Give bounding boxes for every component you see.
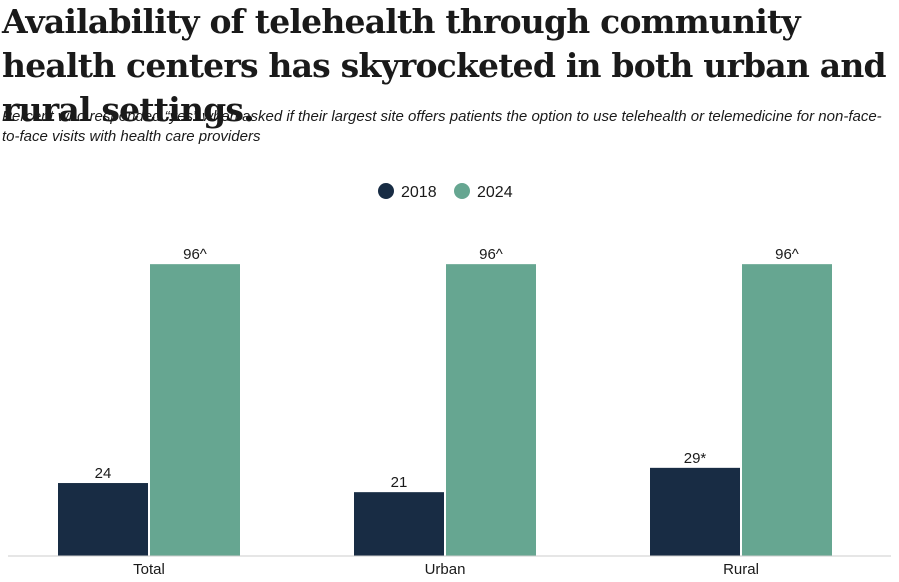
bar-total-2024 (150, 264, 240, 556)
data-label-urban-2024: 96^ (479, 246, 503, 263)
legend: 2018 2024 (378, 183, 513, 201)
chart-subtitle: Percent who responded “yes” when asked i… (2, 108, 882, 145)
bar-urban-2018 (354, 492, 444, 556)
legend-swatch-2024 (454, 183, 470, 199)
bar-total-2018 (58, 483, 148, 556)
x-tick-urban: Urban (425, 561, 466, 578)
legend-label-2018: 2018 (401, 184, 437, 201)
data-label-urban-2018: 21 (391, 474, 408, 491)
data-label-total-2024: 96^ (183, 246, 207, 263)
bars: 24 96^ 21 96^ 29* 96^ (58, 246, 832, 556)
bar-urban-2024 (446, 264, 536, 556)
data-label-total-2018: 24 (95, 465, 112, 482)
x-tick-total: Total (133, 561, 165, 578)
x-tick-rural: Rural (723, 561, 759, 578)
chart-title: Availability of telehealth through commu… (2, 2, 887, 129)
bar-rural-2018 (650, 467, 740, 556)
legend-label-2024: 2024 (477, 184, 513, 201)
legend-swatch-2018 (378, 183, 394, 199)
x-axis-ticks: Total Urban Rural (133, 561, 759, 578)
bar-rural-2024 (742, 264, 832, 556)
data-label-rural-2018: 29* (684, 450, 707, 467)
data-label-rural-2024: 96^ (775, 246, 799, 263)
